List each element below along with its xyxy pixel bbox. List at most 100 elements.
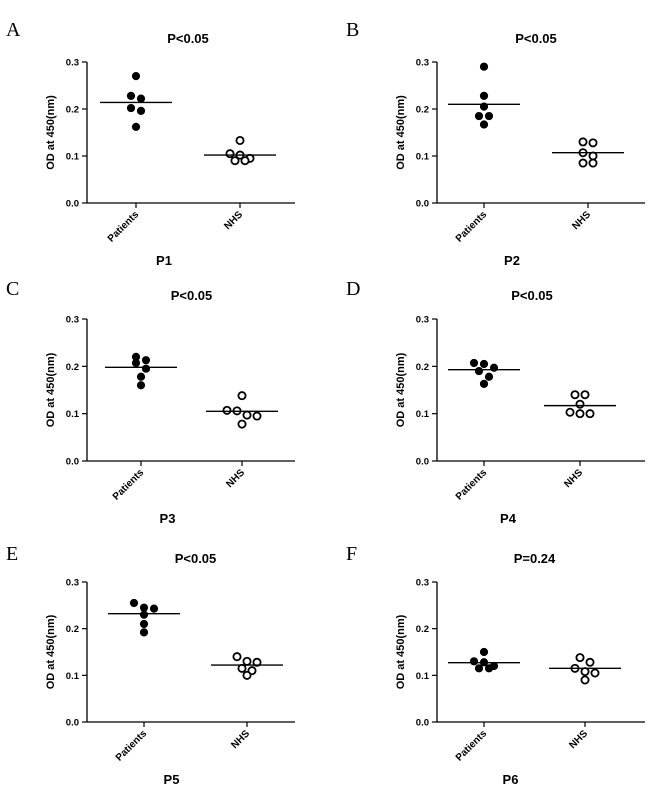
y-tick-label: 0.0 <box>66 718 79 729</box>
nhs-data-point <box>222 405 232 415</box>
y-axis-label: OD at 450(nm) <box>45 352 57 427</box>
patients-data-point <box>484 111 494 121</box>
patients-data-point <box>469 657 479 666</box>
nhs-data-point <box>565 407 575 417</box>
y-tick-label: 0.3 <box>416 315 429 326</box>
panel-title: P2 <box>504 253 520 268</box>
patients-data-point <box>474 366 484 376</box>
y-tick-label: 0.0 <box>416 457 429 468</box>
patients-data-point <box>479 91 489 100</box>
nhs-data-point <box>235 135 245 145</box>
patients-data-point <box>131 72 141 81</box>
patients-data-point <box>479 62 489 71</box>
nhs-data-point <box>580 390 590 400</box>
y-tick-label: 0.1 <box>416 409 430 420</box>
y-tick-label: 0.1 <box>66 671 80 682</box>
patients-data-point <box>136 106 146 115</box>
panel-letter: B <box>346 19 359 41</box>
patients-data-point <box>129 598 139 608</box>
patients-data-point <box>474 111 484 121</box>
patients-data-point <box>479 120 489 129</box>
nhs-data-point <box>580 667 590 677</box>
nhs-data-point <box>588 138 598 148</box>
patients-data-point <box>139 628 149 637</box>
y-tick-label: 0.2 <box>66 362 79 373</box>
nhs-data-point <box>242 656 252 666</box>
y-tick-label: 0.0 <box>416 199 429 210</box>
nhs-data-point <box>585 409 595 419</box>
nhs-data-point <box>578 158 588 168</box>
p-value-label: P<0.05 <box>511 288 553 303</box>
panel-title: P3 <box>160 511 176 526</box>
panel-title: P6 <box>503 772 519 787</box>
nhs-data-point <box>575 409 585 419</box>
patients-data-point <box>131 358 141 368</box>
x-category-label: Patients <box>111 467 147 503</box>
panel-title: P4 <box>500 511 517 526</box>
y-axis-label: OD at 450(nm) <box>45 614 57 689</box>
p-value-label: P<0.05 <box>515 31 557 46</box>
patients-data-point <box>126 103 136 113</box>
chart-panel-f: F P=0.24 0.0 0.1 0.2 0.3 OD at 450(nm) Patients… <box>346 543 645 787</box>
patients-data-point <box>469 358 479 368</box>
x-category-label: NHS <box>224 467 247 490</box>
nhs-data-point <box>237 663 247 673</box>
panel-letter: D <box>346 278 360 300</box>
y-tick-label: 0.3 <box>416 58 429 69</box>
x-category-label: NHS <box>229 728 252 751</box>
p-value-label: P<0.05 <box>175 551 217 566</box>
p-value-label: P=0.24 <box>514 551 556 566</box>
patients-data-point <box>474 664 484 673</box>
y-axis-label: OD at 450(nm) <box>395 352 407 427</box>
nhs-data-point <box>225 149 235 159</box>
x-category-label: NHS <box>562 467 585 490</box>
panel-letter: C <box>6 278 19 300</box>
patients-data-point <box>149 604 159 613</box>
nhs-data-point <box>230 156 240 166</box>
x-category-label: Patients <box>106 209 142 245</box>
panel-title: P5 <box>164 772 180 787</box>
nhs-data-point <box>585 657 595 667</box>
patients-data-point <box>479 359 489 369</box>
patients-data-point <box>484 372 494 381</box>
panel-letter: F <box>346 543 357 565</box>
y-axis-label: OD at 450(nm) <box>45 95 57 170</box>
patients-data-point <box>136 381 146 390</box>
panel-letter: E <box>6 543 18 565</box>
patients-data-point <box>139 603 149 612</box>
nhs-data-point <box>242 670 252 680</box>
y-tick-label: 0.0 <box>66 457 79 468</box>
chart-panel-a: A P<0.05 0.0 0.1 0.2 0.3 OD at 450(nm) Patients… <box>6 19 295 268</box>
patients-data-point <box>484 664 494 673</box>
x-category-label: NHS <box>222 209 245 232</box>
x-category-label: NHS <box>567 728 590 751</box>
x-category-label: Patients <box>454 728 490 764</box>
patients-data-point <box>136 94 146 103</box>
panel-letter: A <box>6 19 21 41</box>
patients-data-point <box>139 619 149 629</box>
y-axis-label: OD at 450(nm) <box>395 95 407 170</box>
x-category-label: Patients <box>114 728 150 764</box>
y-tick-label: 0.2 <box>416 362 429 373</box>
y-tick-label: 0.3 <box>66 58 79 69</box>
nhs-data-point <box>237 391 247 401</box>
nhs-data-point <box>242 410 252 420</box>
y-tick-label: 0.1 <box>416 152 430 163</box>
nhs-data-point <box>588 151 598 161</box>
patients-data-point <box>479 647 489 657</box>
y-tick-label: 0.2 <box>66 105 79 116</box>
patients-data-point <box>479 379 489 388</box>
patients-data-point <box>141 364 151 373</box>
nhs-data-point <box>575 653 585 663</box>
patients-data-point <box>139 610 149 619</box>
nhs-data-point <box>590 668 600 678</box>
patients-data-point <box>141 356 151 365</box>
y-tick-label: 0.3 <box>66 315 79 326</box>
nhs-data-point <box>232 652 242 662</box>
nhs-data-point <box>588 158 598 168</box>
patients-data-point <box>136 372 146 381</box>
p-value-label: P<0.05 <box>171 288 213 303</box>
nhs-data-point <box>578 137 588 147</box>
patients-data-point <box>126 91 136 100</box>
x-category-label: Patients <box>454 467 490 503</box>
